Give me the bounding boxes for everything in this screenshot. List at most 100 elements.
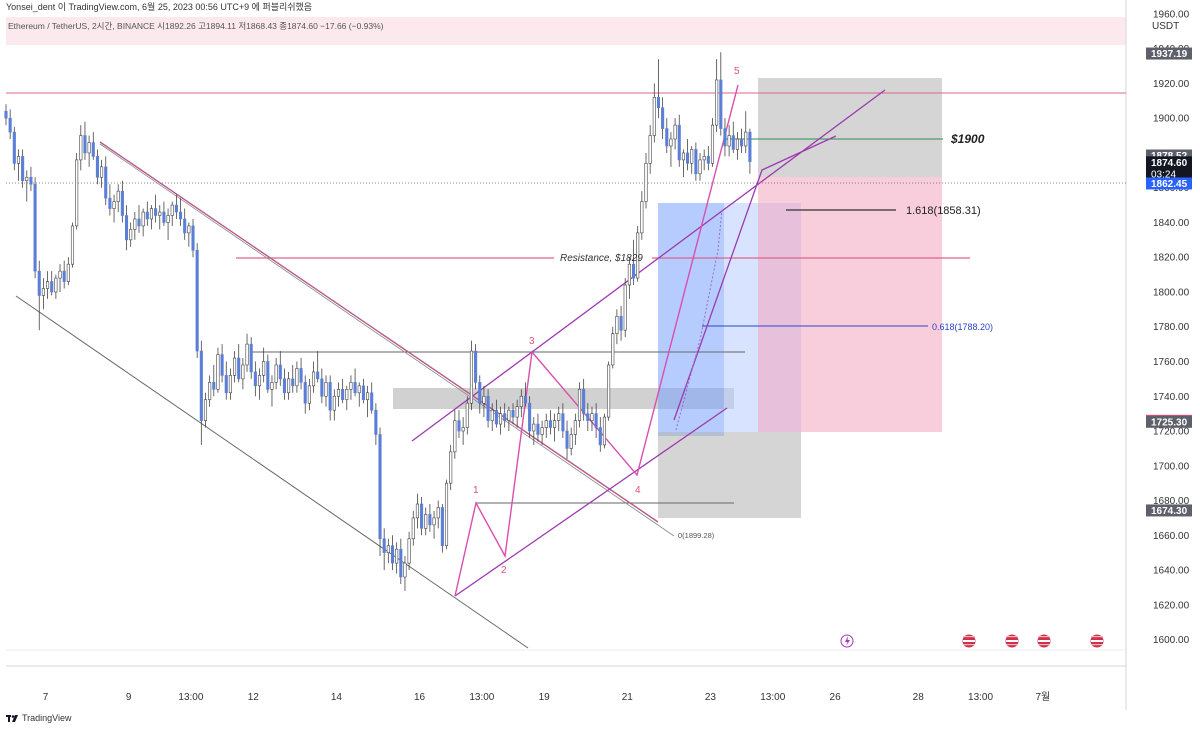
price-badge-label: 1725.30 bbox=[1151, 417, 1188, 428]
position-profit-zone[interactable] bbox=[758, 78, 942, 177]
candle bbox=[299, 358, 303, 390]
candle bbox=[681, 149, 685, 178]
long-channel-lower-trendline[interactable] bbox=[15, 295, 529, 649]
candle bbox=[66, 257, 70, 286]
candle bbox=[577, 382, 582, 428]
candle bbox=[174, 194, 178, 219]
candle bbox=[54, 274, 58, 299]
candle bbox=[565, 420, 569, 459]
fib-long-stop-zone[interactable] bbox=[658, 432, 801, 518]
candle bbox=[278, 351, 282, 386]
elliott-wave-path[interactable] bbox=[454, 84, 739, 597]
projection-dashes bbox=[675, 209, 723, 431]
candle bbox=[95, 149, 99, 185]
price-tick-label: 1720.00 bbox=[1153, 427, 1190, 438]
candle bbox=[457, 410, 461, 438]
candle bbox=[702, 149, 706, 171]
candle bbox=[623, 278, 627, 338]
fib-ret-label: 0.618(1788.20) bbox=[932, 322, 993, 332]
channel-lower-line[interactable] bbox=[454, 407, 728, 597]
rising-wedge-upper[interactable] bbox=[673, 135, 837, 421]
candle bbox=[100, 159, 104, 188]
candle bbox=[79, 125, 83, 171]
time-tick-label: 23 bbox=[705, 692, 717, 703]
candle bbox=[249, 337, 253, 379]
candle bbox=[282, 368, 286, 400]
candle bbox=[328, 375, 332, 421]
candle bbox=[257, 368, 262, 400]
wave-label-3: 3 bbox=[529, 336, 535, 347]
candle bbox=[461, 417, 465, 445]
candle bbox=[108, 184, 112, 216]
fib-long-target-zone[interactable] bbox=[658, 203, 724, 436]
price-axis[interactable]: 1600.00 1620.00 1640.00 1660.00 1680.00 1700.… bbox=[1153, 9, 1190, 646]
wave-label-2: 2 bbox=[501, 565, 507, 576]
time-tick-label: 16 bbox=[414, 692, 426, 703]
time-tick-label: 9 bbox=[126, 692, 132, 703]
candle bbox=[594, 403, 598, 438]
candle bbox=[116, 184, 120, 213]
price-tick-label: 1960.00 bbox=[1153, 9, 1190, 20]
channel-upper-line[interactable] bbox=[411, 89, 886, 442]
candle bbox=[403, 556, 407, 591]
price-badge-label: 1874.60 bbox=[1151, 158, 1188, 169]
candle bbox=[16, 149, 21, 181]
candle bbox=[137, 205, 141, 233]
brand-label: TradingView bbox=[22, 713, 72, 723]
price-tick-label: 1900.00 bbox=[1153, 114, 1190, 125]
price-tick-label: 1660.00 bbox=[1153, 531, 1190, 542]
candle bbox=[740, 128, 744, 153]
candle bbox=[70, 222, 75, 268]
candle bbox=[411, 510, 415, 546]
candle bbox=[532, 417, 536, 445]
target-1900-label: $1900 bbox=[950, 132, 985, 146]
candle bbox=[33, 177, 37, 279]
candle bbox=[449, 444, 453, 491]
candle bbox=[648, 125, 652, 174]
price-tick-label: 1840.00 bbox=[1153, 218, 1190, 229]
time-tick-label: 13:00 bbox=[178, 692, 203, 703]
candle bbox=[573, 413, 577, 445]
descending-trendline-1[interactable] bbox=[99, 141, 659, 523]
time-tick-label: 21 bbox=[622, 692, 634, 703]
price-tick-label: 1760.00 bbox=[1153, 357, 1190, 368]
candle bbox=[345, 385, 349, 411]
candle bbox=[644, 152, 648, 209]
candle bbox=[374, 403, 378, 445]
candle bbox=[519, 389, 523, 418]
position-loss-zone[interactable] bbox=[758, 177, 942, 432]
wave-label-5: 5 bbox=[734, 66, 740, 77]
candle bbox=[199, 340, 203, 445]
usd-economic-event-icon[interactable] bbox=[1005, 634, 1019, 648]
flash-event-icon[interactable] bbox=[840, 634, 854, 648]
candle bbox=[748, 128, 752, 174]
usd-economic-event-icon[interactable] bbox=[1090, 634, 1104, 648]
candle bbox=[436, 500, 440, 529]
usd-economic-event-icon[interactable] bbox=[962, 634, 976, 648]
candle bbox=[548, 410, 552, 435]
candle bbox=[158, 205, 162, 230]
candle bbox=[656, 59, 661, 119]
candle bbox=[316, 351, 320, 383]
time-tick-label: 26 bbox=[830, 692, 842, 703]
candle bbox=[490, 403, 494, 432]
candle bbox=[415, 493, 419, 529]
candle bbox=[528, 396, 532, 438]
price-badge-label: 1862.45 bbox=[1151, 179, 1188, 190]
fib-ext-label: 1.618(1858.31) bbox=[906, 205, 981, 217]
countdown-label: 03:24 bbox=[1151, 169, 1176, 180]
usd-economic-event-icon[interactable] bbox=[1037, 634, 1051, 648]
candle bbox=[357, 382, 361, 407]
candle bbox=[12, 126, 16, 171]
descending-trendline-2[interactable] bbox=[99, 143, 675, 537]
candle bbox=[478, 375, 482, 414]
candle bbox=[41, 278, 45, 310]
candle bbox=[287, 371, 291, 400]
candle bbox=[324, 375, 328, 407]
candle bbox=[29, 166, 33, 192]
candle bbox=[561, 403, 565, 438]
candle bbox=[170, 201, 174, 226]
time-axis[interactable]: 7 9 13:00 12 14 16 13:00 19 21 23 13:00 26 28 13:00 7월 bbox=[43, 691, 1051, 703]
price-badge-label: 1937.19 bbox=[1151, 49, 1188, 60]
